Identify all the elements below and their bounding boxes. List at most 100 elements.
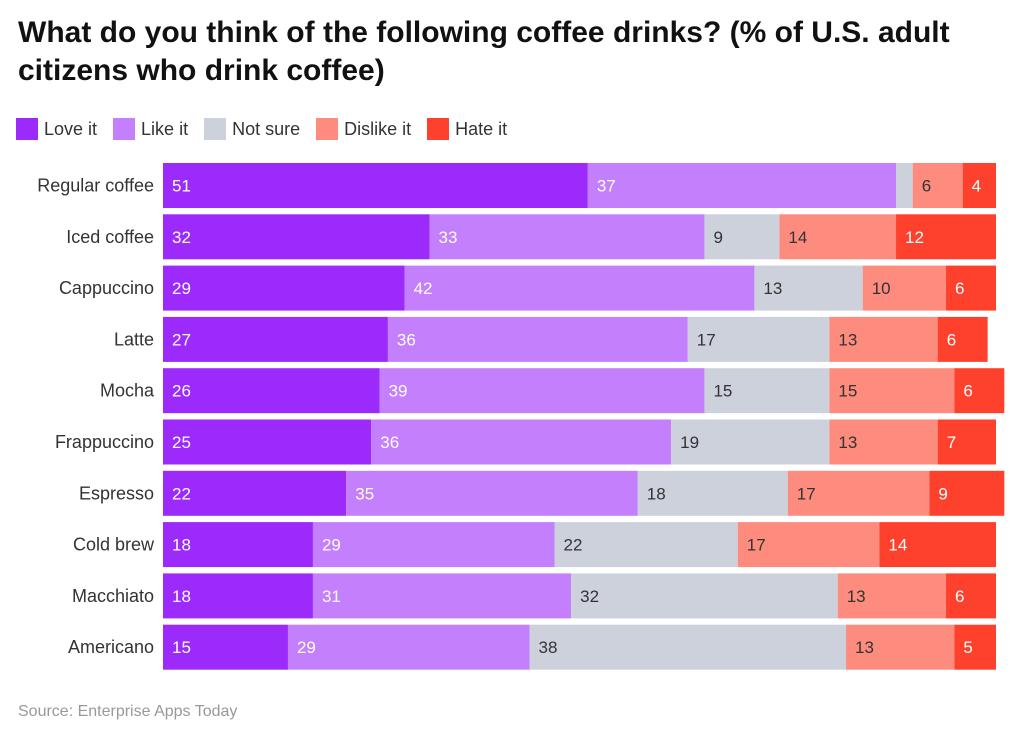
data-label: 5 <box>963 638 972 657</box>
legend-label: Dislike it <box>344 118 412 139</box>
category-label: Cold brew <box>73 535 155 555</box>
data-label: 38 <box>539 638 558 657</box>
legend-swatch <box>427 118 450 140</box>
legend-label: Like it <box>141 118 189 139</box>
bar-segment <box>829 419 938 465</box>
data-label: 14 <box>788 228 807 247</box>
data-label: 22 <box>172 484 191 503</box>
data-label: 37 <box>597 177 616 196</box>
data-label: 32 <box>172 228 191 247</box>
data-label: 12 <box>905 228 924 247</box>
bar-segment <box>896 214 996 260</box>
bar-segment <box>862 265 947 311</box>
data-label: 18 <box>172 587 191 606</box>
legend-swatch <box>16 118 38 140</box>
data-label: 26 <box>172 382 191 401</box>
legend-label: Not sure <box>232 118 301 139</box>
data-label: 32 <box>580 587 599 606</box>
data-label: 18 <box>647 484 666 503</box>
bar-segment <box>287 624 530 670</box>
bar-segment <box>429 214 705 260</box>
legend-item: Dislike it <box>316 118 411 140</box>
bar-segment <box>163 573 313 619</box>
data-label: 33 <box>439 228 458 247</box>
category-label: Latte <box>114 329 154 349</box>
bar-segment <box>346 470 638 516</box>
bar-segment <box>571 573 838 619</box>
data-label: 29 <box>297 638 316 657</box>
bar-segment <box>163 265 405 311</box>
bar-segment <box>371 419 672 465</box>
bar-segment <box>404 265 755 311</box>
data-label: 31 <box>322 587 341 606</box>
category-label: Americano <box>68 637 154 657</box>
data-label: 13 <box>847 587 866 606</box>
data-label: 42 <box>414 279 433 298</box>
bar-segment <box>687 316 830 362</box>
bar-segment <box>163 368 380 414</box>
category-label: Frappuccino <box>55 432 154 452</box>
bar-segment <box>754 265 863 311</box>
legend-swatch <box>204 118 227 140</box>
data-label: 17 <box>797 484 816 503</box>
data-label: 14 <box>888 536 907 555</box>
data-label: 6 <box>922 177 931 196</box>
data-label: 39 <box>389 382 408 401</box>
data-label: 29 <box>322 536 341 555</box>
legend-item: Hate it <box>427 118 507 140</box>
bar-segment <box>163 316 388 362</box>
bar-segment <box>846 624 955 670</box>
bar-segment <box>312 573 572 619</box>
data-label: 13 <box>855 638 874 657</box>
bar-segment <box>163 470 347 516</box>
data-label: 4 <box>972 177 981 196</box>
data-label: 13 <box>763 279 782 298</box>
legend: Love it Like it Not sure Dislike it Hate it <box>16 118 507 140</box>
legend-item: Love it <box>16 118 97 140</box>
category-label: Iced coffee <box>66 227 154 247</box>
category-label: Mocha <box>100 381 155 401</box>
chart-title: What do you think of the following coffe… <box>18 16 950 87</box>
data-label: 15 <box>172 638 191 657</box>
data-label: 18 <box>172 536 191 555</box>
bar-segment <box>163 522 313 568</box>
data-label: 35 <box>355 484 374 503</box>
bar-segment <box>937 316 988 362</box>
data-label: 9 <box>713 228 722 247</box>
bar-segment <box>962 163 996 208</box>
category-label: Cappuccino <box>59 278 154 298</box>
bar-segment <box>587 163 897 208</box>
bar-segment <box>704 368 830 414</box>
bar-segment <box>163 214 430 260</box>
bar-segment <box>912 163 963 208</box>
data-label: 17 <box>747 536 766 555</box>
data-label: 51 <box>172 177 191 196</box>
category-label: Macchiato <box>72 586 154 606</box>
category-label: Regular coffee <box>37 176 154 196</box>
legend-swatch <box>113 118 136 140</box>
bar-segment <box>671 419 830 465</box>
legend-swatch <box>316 118 339 140</box>
bar-segment <box>637 470 788 516</box>
data-label: 27 <box>172 330 191 349</box>
data-label: 6 <box>963 382 972 401</box>
bar-segment <box>946 265 996 311</box>
bar-segment <box>787 470 930 516</box>
source-note: Source: Enterprise Apps Today <box>18 703 238 720</box>
bar-segment <box>937 419 996 465</box>
bar-segment <box>163 624 288 670</box>
bar-segment <box>704 214 780 260</box>
legend-item: Not sure <box>204 118 300 140</box>
bar-segment <box>946 573 996 619</box>
data-label: 36 <box>397 330 416 349</box>
bar-segment <box>737 522 880 568</box>
data-label: 22 <box>564 536 583 555</box>
data-label: 6 <box>955 587 964 606</box>
bar-segment <box>829 316 938 362</box>
category-label: Espresso <box>79 483 154 503</box>
bar-segment <box>163 419 372 465</box>
data-label: 19 <box>680 433 699 452</box>
legend-item: Like it <box>113 118 188 140</box>
data-label: 25 <box>172 433 191 452</box>
